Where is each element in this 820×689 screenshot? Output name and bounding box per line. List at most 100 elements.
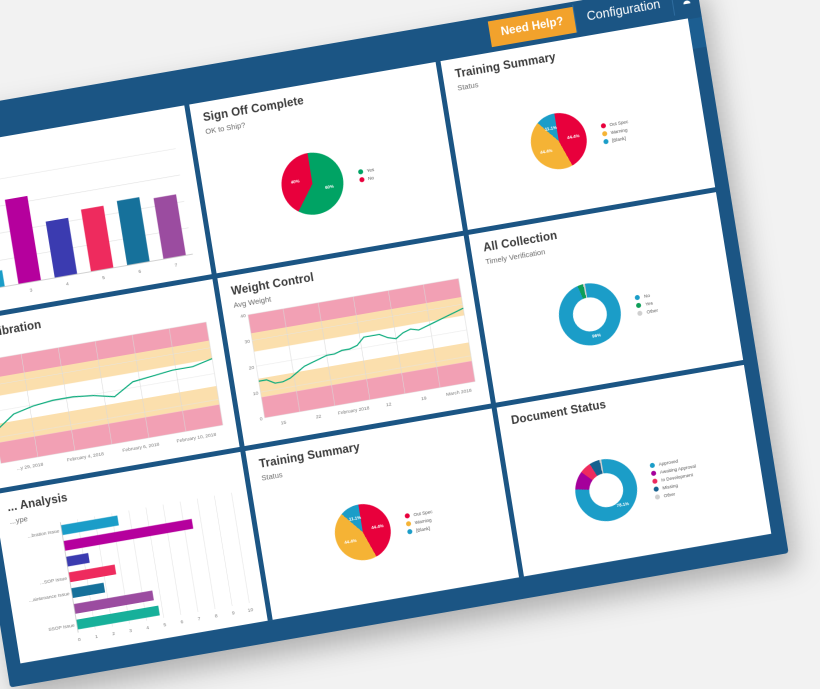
chart-legend: Yes No bbox=[357, 166, 376, 183]
legend-color-swatch bbox=[405, 521, 412, 527]
card-calibration[interactable]: ...alibration ...y 29, 2018 February 4, 2… bbox=[0, 278, 240, 490]
pie-chart[interactable]: 44.4% 44.4% 11.1% bbox=[330, 499, 395, 565]
configuration-label: Configuration bbox=[585, 0, 662, 24]
legend-color-swatch bbox=[652, 478, 658, 485]
legend-item[interactable]: Yes bbox=[357, 166, 375, 175]
pie-slice-label: 44.4% bbox=[539, 148, 553, 156]
chart-legend: Out Spec Warning [Blank] bbox=[600, 119, 631, 145]
legend-label: Yes bbox=[366, 166, 375, 174]
pie-slice-label: 11.1% bbox=[348, 514, 362, 522]
legend-label: No bbox=[367, 175, 375, 181]
pie-slice-label: 44.4% bbox=[343, 538, 358, 546]
legend-color-swatch bbox=[636, 302, 642, 309]
svg-text:...bration Issue: ...bration Issue bbox=[27, 529, 60, 540]
svg-text:5: 5 bbox=[102, 275, 106, 281]
donut-chart[interactable]: 96% bbox=[554, 278, 626, 351]
svg-text:3: 3 bbox=[29, 287, 33, 293]
legend-item[interactable]: [Blank] bbox=[406, 525, 436, 535]
svg-text:9: 9 bbox=[232, 610, 236, 616]
svg-text:40: 40 bbox=[240, 313, 247, 320]
top-header-bar: Need Help? Configuration bbox=[0, 0, 702, 152]
svg-text:12: 12 bbox=[385, 401, 392, 408]
pie-slice-label: 11.1% bbox=[544, 124, 558, 132]
pie-slice-label: 60% bbox=[324, 183, 335, 190]
legend-label: Other bbox=[663, 491, 676, 499]
legend-item[interactable]: [Blank] bbox=[602, 135, 632, 145]
legend-color-swatch bbox=[358, 176, 365, 183]
pie-slice-label: 44.4% bbox=[566, 132, 580, 140]
legend-color-swatch bbox=[634, 295, 641, 301]
chart-analysis: 0 1 2 3 4 5 6 7 8 9 10 ...bration Issue ...SOP Issue… bbox=[6, 487, 258, 656]
legend-color-swatch bbox=[653, 486, 660, 493]
legend-label: No bbox=[643, 293, 651, 300]
svg-text:February 2018: February 2018 bbox=[337, 405, 370, 416]
legend-item[interactable]: Yes bbox=[636, 300, 657, 309]
legend-item[interactable]: No bbox=[634, 292, 656, 301]
card-document-status[interactable]: Document Status 78.1% Approved Awaiting A… bbox=[496, 365, 772, 577]
donut-chart[interactable]: 78.1% bbox=[570, 453, 642, 526]
pie-chart[interactable]: 44.4% 44.4% 11.1% bbox=[526, 109, 591, 174]
svg-text:February 4, 2018: February 4, 2018 bbox=[67, 451, 105, 463]
svg-text:March 2018: March 2018 bbox=[445, 387, 472, 397]
svg-text:10: 10 bbox=[252, 390, 259, 397]
pie-slice-label: 78.1% bbox=[616, 500, 630, 508]
legend-color-swatch bbox=[650, 470, 657, 477]
pie-slice-label: 44.4% bbox=[370, 523, 384, 531]
chart-legend: Out Spec Warning [Blank] bbox=[404, 509, 435, 535]
legend-label: Out Spec bbox=[413, 509, 433, 518]
need-help-label: Need Help? bbox=[500, 15, 565, 39]
pie-slice-label: 40% bbox=[290, 178, 300, 185]
svg-text:15: 15 bbox=[280, 420, 287, 427]
legend-label: Other bbox=[646, 308, 659, 316]
svg-text:...y 29, 2018: ...y 29, 2018 bbox=[16, 461, 44, 472]
svg-text:6: 6 bbox=[180, 619, 184, 625]
chart-legend: No Yes Other bbox=[634, 292, 659, 317]
dashboard-window: Need Help? Configuration Documents Misc … bbox=[0, 0, 789, 688]
legend-label: Warning bbox=[414, 517, 432, 526]
legend-label: Approved bbox=[658, 458, 679, 467]
legend-label: [Blank] bbox=[611, 135, 627, 143]
legend-color-swatch bbox=[406, 528, 413, 535]
chart-document-status: 78.1% Approved Awaiting Approval In Develo… bbox=[510, 400, 762, 569]
card-weight-control[interactable]: Weight Control Avg Weight 0 10 20 30 40 15 22 F… bbox=[216, 235, 492, 447]
legend-color-swatch bbox=[600, 122, 606, 129]
svg-text:SSOP Issue: SSOP Issue bbox=[48, 623, 75, 634]
svg-text:February 6, 2018: February 6, 2018 bbox=[122, 441, 160, 453]
svg-text:5: 5 bbox=[163, 622, 167, 628]
chart-legend: Approved Awaiting Approval In Development M… bbox=[649, 456, 700, 501]
legend-item[interactable]: Other bbox=[637, 308, 659, 317]
legend-color-swatch bbox=[357, 168, 364, 175]
legend-color-swatch bbox=[602, 138, 609, 145]
svg-text:4: 4 bbox=[66, 281, 70, 287]
card-analysis[interactable]: ... Analysis ...ype 0 1 2 3 4 5 6 7 8 9 10 ...brati… bbox=[0, 452, 268, 664]
pie-chart[interactable]: 60% 40% bbox=[276, 148, 348, 220]
svg-text:0: 0 bbox=[78, 637, 82, 643]
pie-slice-label: 96% bbox=[591, 332, 602, 339]
svg-text:4: 4 bbox=[146, 625, 150, 631]
svg-text:...SOP Issue: ...SOP Issue bbox=[40, 576, 68, 587]
svg-text:19: 19 bbox=[420, 395, 427, 402]
svg-text:10: 10 bbox=[247, 607, 254, 614]
legend-item[interactable]: No bbox=[358, 175, 376, 183]
svg-text:6: 6 bbox=[138, 269, 142, 275]
user-icon[interactable] bbox=[669, 0, 701, 16]
card-all-collection[interactable]: All Collection Timely Verification 96% N… bbox=[468, 191, 744, 403]
donut-hole bbox=[570, 294, 610, 334]
card-training-summary-bottom[interactable]: Training Summary Status 44.4% 44.4% 11.1% … bbox=[245, 408, 520, 620]
svg-text:1: 1 bbox=[95, 634, 99, 640]
legend-label: Out Spec bbox=[608, 118, 629, 128]
svg-text:0: 0 bbox=[259, 416, 263, 422]
svg-text:22: 22 bbox=[315, 413, 322, 420]
legend-label: Missing bbox=[662, 483, 679, 491]
svg-text:3: 3 bbox=[129, 628, 133, 634]
legend-label: Yes bbox=[645, 301, 654, 308]
legend-color-swatch bbox=[654, 494, 661, 501]
legend-label: Warning bbox=[610, 127, 628, 135]
svg-text:8: 8 bbox=[214, 613, 218, 619]
legend-label: [Blank] bbox=[415, 525, 431, 534]
